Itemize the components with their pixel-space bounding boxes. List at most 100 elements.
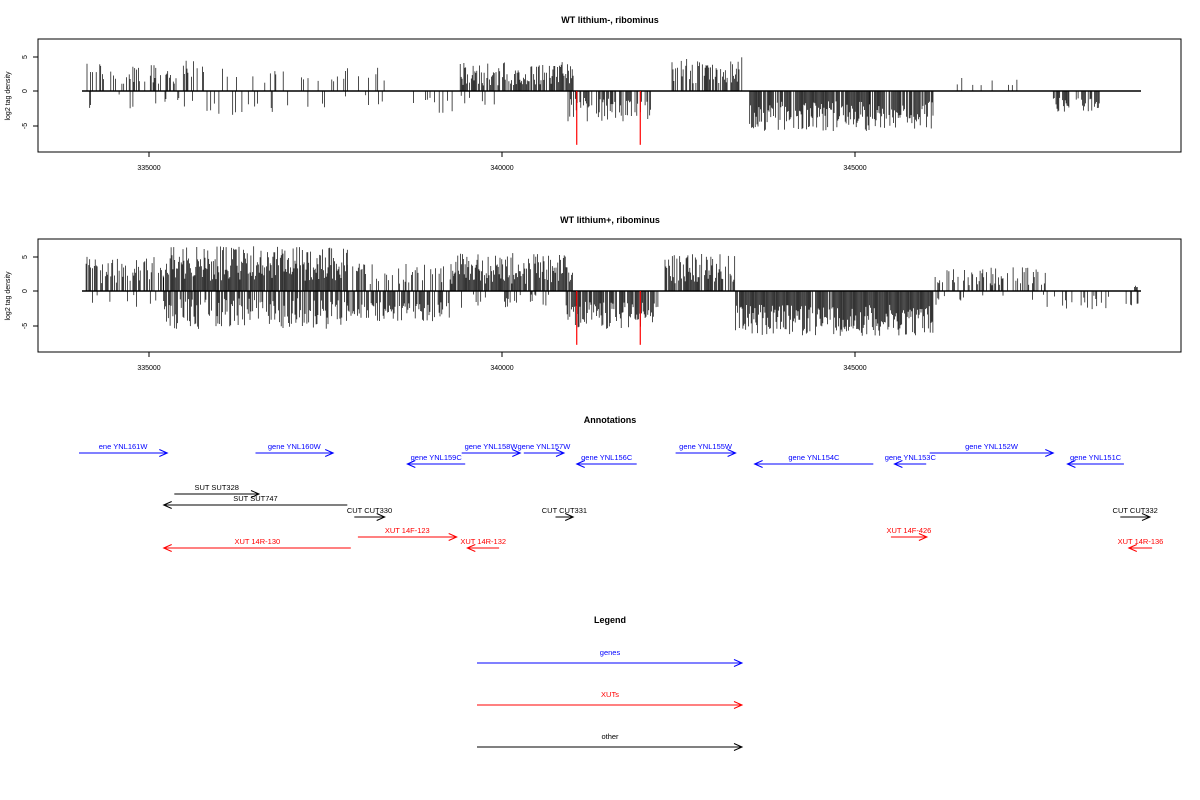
feature-label: CUT CUT330	[347, 506, 392, 515]
feature-label: gene YNL151C	[1070, 453, 1122, 462]
feature-arrow-arrowhead	[376, 513, 386, 521]
x-tick-label: 340000	[490, 365, 513, 372]
feature-label: gene YNL159C	[411, 453, 463, 462]
feature-gene: gene YNL151C	[1066, 453, 1124, 468]
feature-gene: gene YNL156C	[575, 453, 637, 468]
feature-gene: gene YNL152W	[929, 442, 1055, 457]
legend-label: genes	[600, 648, 621, 657]
feature-label: XUT 14F-123	[385, 526, 430, 535]
feature-label: gene YNL154C	[788, 453, 840, 462]
feature-label: XUT 14R-130	[234, 537, 280, 546]
feature-label: gene YNL155W	[679, 442, 733, 451]
feature-gene: ene YNL161W	[79, 442, 169, 457]
feature-gene: gene YNL157W	[517, 442, 571, 457]
feature-arrow-arrowhead	[448, 533, 458, 541]
feature-xut: XUT 14R-130	[162, 537, 351, 552]
feature-xut: XUT 14R-132	[460, 537, 506, 552]
feature-other: CUT CUT330	[347, 506, 392, 521]
legend-arrow-arrowhead	[733, 659, 744, 667]
legend-item-xut: XUTs	[477, 690, 744, 709]
feature-arrow-arrowhead	[555, 449, 566, 457]
feature-arrow-arrowhead	[564, 513, 575, 521]
x-tick-label: 345000	[843, 365, 866, 372]
feature-arrow-arrowhead	[893, 460, 903, 468]
y-tick-label: 5	[22, 255, 29, 259]
feature-arrow-arrowhead	[406, 460, 416, 468]
y-axis-label: log2 tag density	[5, 71, 12, 121]
coverage-plot-lithium-minus: WT lithium-, ribominus log2 tag density …	[5, 15, 1182, 172]
feature-label: XUT 14R-132	[460, 537, 506, 546]
feature-arrow-arrowhead	[727, 449, 737, 457]
feature-arrow-arrowhead	[159, 449, 169, 457]
feature-label: gene YNL160W	[268, 442, 322, 451]
feature-arrow-arrowhead	[575, 460, 585, 468]
y-axis: 5 0 -5	[22, 255, 38, 329]
feature-other: SUT SUT747	[162, 494, 348, 509]
plot-frame	[37, 38, 1182, 153]
coverage-bars	[82, 246, 1141, 345]
feature-label: gene YNL158W	[465, 442, 519, 451]
feature-gene: gene YNL160W	[255, 442, 335, 457]
feature-label: gene YNL153C	[885, 453, 937, 462]
x-axis: 335000 340000 345000	[137, 152, 867, 172]
feature-label: XUT 14F-426	[886, 526, 931, 535]
legend-item-gene: genes	[477, 648, 744, 667]
feature-arrow-arrowhead	[466, 544, 476, 552]
feature-gene: gene YNL154C	[753, 453, 874, 468]
feature-label: gene YNL152W	[965, 442, 1019, 451]
x-tick-label: 340000	[490, 165, 513, 172]
legend-label: XUTs	[601, 690, 619, 699]
plot-frame	[37, 238, 1182, 353]
feature-label: gene YNL156C	[581, 453, 633, 462]
feature-gene: gene YNL158W	[461, 442, 522, 457]
feature-arrow-arrowhead	[918, 533, 929, 541]
feature-arrow-arrowhead	[753, 460, 763, 468]
legend-arrow-arrowhead	[733, 701, 744, 709]
feature-arrow-arrowhead	[324, 449, 335, 457]
coverage-bars	[82, 57, 1141, 145]
feature-label: CUT CUT332	[1113, 506, 1158, 515]
y-tick-label: 0	[22, 289, 29, 293]
y-tick-label: 5	[22, 55, 29, 59]
feature-label: SUT SUT747	[233, 494, 277, 503]
feature-other: SUT SUT328	[174, 483, 261, 498]
feature-xut: XUT 14F-123	[357, 526, 458, 541]
feature-label: ene YNL161W	[99, 442, 149, 451]
plot-title: WT lithium+, ribominus	[560, 215, 660, 225]
y-tick-label: -5	[22, 123, 29, 129]
annotation-track: Annotations ene YNL161W gene YNL160W gene …	[79, 415, 1163, 552]
y-axis: 5 0 -5	[22, 55, 38, 129]
feature-arrow-arrowhead	[512, 449, 522, 457]
feature-gene: gene YNL153C	[885, 453, 937, 468]
feature-other: CUT CUT331	[542, 506, 587, 521]
legend-label: other	[601, 732, 619, 741]
feature-xut: XUT 14R-136	[1118, 537, 1164, 552]
x-tick-label: 335000	[137, 365, 160, 372]
feature-arrow-arrowhead	[162, 501, 172, 509]
feature-arrow-arrowhead	[1066, 460, 1076, 468]
feature-arrow-arrowhead	[1127, 544, 1138, 552]
feature-xut: XUT 14F-426	[886, 526, 931, 541]
y-axis-label: log2 tag density	[5, 271, 12, 321]
feature-other: CUT CUT332	[1113, 506, 1158, 521]
legend-title: Legend	[594, 615, 626, 625]
feature-label: gene YNL157W	[517, 442, 571, 451]
legend: Legend genes XUTs other	[477, 615, 744, 751]
plot-title: WT lithium-, ribominus	[561, 15, 659, 25]
annotations-title: Annotations	[584, 415, 637, 425]
feature-label: CUT CUT331	[542, 506, 587, 515]
y-tick-label: -5	[22, 323, 29, 329]
feature-arrow-arrowhead	[1141, 513, 1152, 521]
feature-arrow-arrowhead	[162, 544, 172, 552]
x-tick-label: 335000	[137, 165, 160, 172]
feature-label: XUT 14R-136	[1118, 537, 1164, 546]
legend-items: genes XUTs other	[477, 648, 744, 751]
feature-arrow-arrowhead	[1045, 449, 1055, 457]
legend-item-other: other	[477, 732, 744, 751]
feature-label: SUT SUT328	[194, 483, 238, 492]
x-tick-label: 345000	[843, 165, 866, 172]
y-tick-label: 0	[22, 89, 29, 93]
feature-gene: gene YNL155W	[675, 442, 737, 457]
